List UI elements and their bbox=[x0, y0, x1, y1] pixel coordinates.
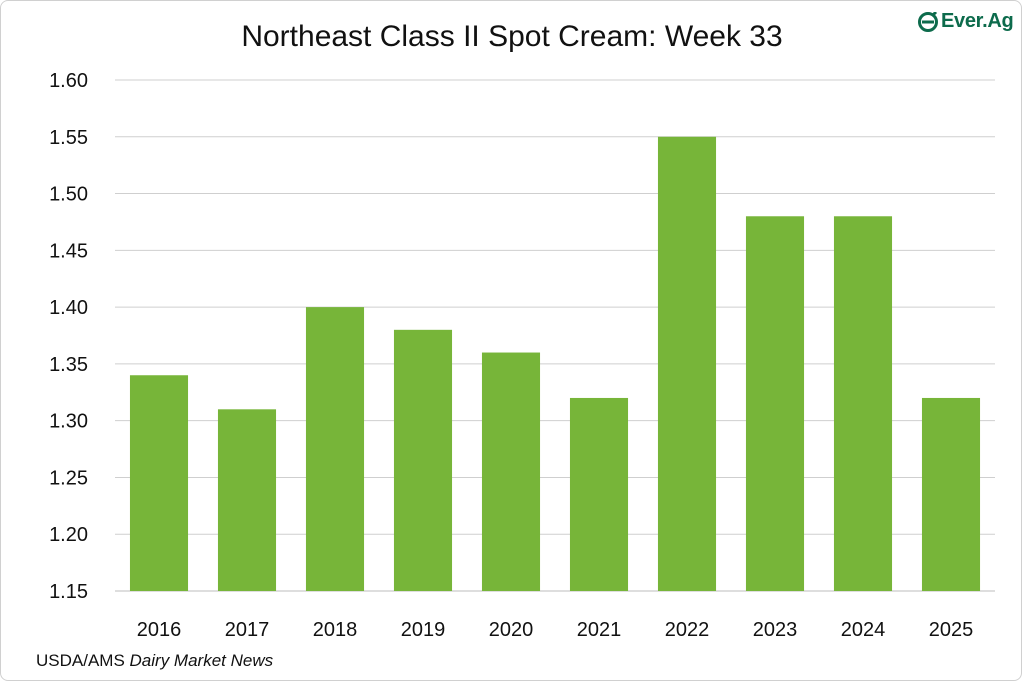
bar-2020 bbox=[481, 352, 541, 591]
bars bbox=[129, 136, 981, 591]
x-tick-label: 2017 bbox=[225, 619, 270, 641]
y-tick-label: 1.40 bbox=[49, 297, 88, 319]
ever-ag-logo-icon bbox=[918, 11, 938, 32]
y-tick-label: 1.15 bbox=[49, 581, 88, 603]
y-tick-label: 1.50 bbox=[49, 184, 88, 206]
y-tick-label: 1.45 bbox=[49, 240, 88, 262]
x-tick-label: 2018 bbox=[313, 619, 358, 641]
x-tick-label: 2016 bbox=[137, 619, 182, 641]
source-name: Dairy Market News bbox=[129, 651, 274, 670]
bar-2022 bbox=[657, 136, 717, 591]
bar-2024 bbox=[833, 216, 893, 591]
ever-ag-logo: Ever.Ag bbox=[918, 10, 1014, 33]
x-tick-label: 2020 bbox=[489, 619, 534, 641]
x-tick-label: 2019 bbox=[401, 619, 446, 641]
bar-2023 bbox=[745, 216, 805, 591]
y-tick-label: 1.35 bbox=[49, 354, 88, 376]
source-prefix: USDA/AMS bbox=[36, 651, 130, 670]
y-axis-ticks: 1.15 1.20 1.25 1.30 1.35 1.40 1.45 1.50 1.55 1.60 bbox=[49, 70, 88, 603]
bar-2021 bbox=[569, 397, 629, 591]
bar-2016 bbox=[129, 375, 189, 591]
x-tick-label: 2024 bbox=[841, 619, 886, 641]
x-axis-ticks: 2016 2017 2018 2019 2020 2021 2022 2023 2024 2025 bbox=[137, 619, 974, 641]
y-tick-label: 1.55 bbox=[49, 127, 88, 149]
source-note: USDA/AMS Dairy Market News bbox=[36, 651, 273, 671]
bar-2019 bbox=[393, 329, 453, 591]
x-tick-label: 2025 bbox=[929, 619, 974, 641]
bar-2017 bbox=[217, 409, 277, 591]
y-tick-label: 1.25 bbox=[49, 467, 88, 489]
x-tick-label: 2023 bbox=[753, 619, 798, 641]
y-tick-label: 1.30 bbox=[49, 411, 88, 433]
bar-2025 bbox=[921, 397, 981, 591]
logo-text: Ever.Ag bbox=[941, 10, 1014, 32]
chart-title: Northeast Class II Spot Cream: Week 33 bbox=[241, 20, 783, 53]
x-tick-label: 2022 bbox=[665, 619, 710, 641]
y-tick-label: 1.20 bbox=[49, 524, 88, 546]
bar-2018 bbox=[305, 307, 365, 591]
x-tick-label: 2021 bbox=[577, 619, 622, 641]
y-tick-label: 1.60 bbox=[49, 70, 88, 92]
